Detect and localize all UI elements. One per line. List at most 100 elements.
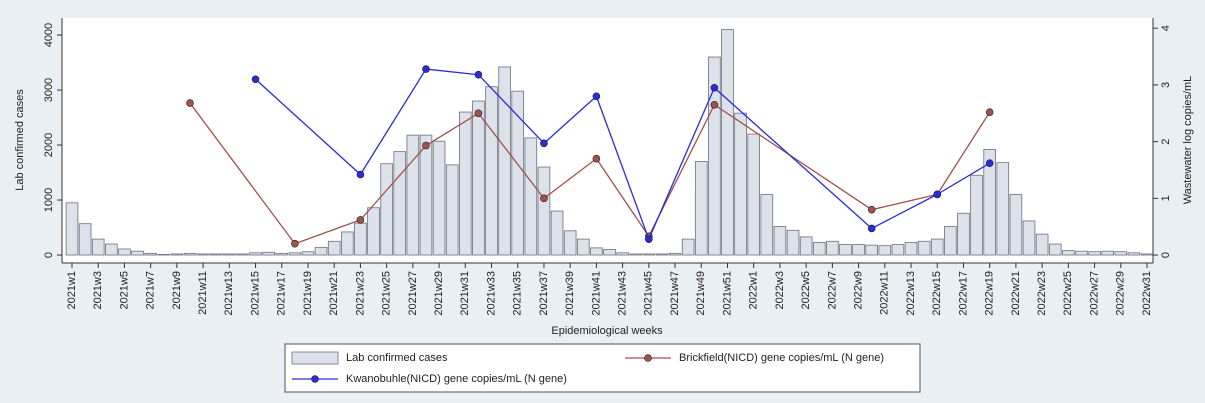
line-segment: [543, 95, 597, 144]
line-marker: [592, 92, 601, 101]
bar: [537, 166, 551, 256]
bar: [262, 251, 275, 256]
bar: [354, 222, 367, 256]
bar: [826, 240, 839, 256]
line-marker: [933, 190, 942, 199]
x-tick-label: 2021w19: [302, 271, 314, 316]
bar: [957, 212, 970, 256]
bar: [1009, 194, 1023, 256]
bar: [747, 133, 761, 256]
bar: [878, 245, 892, 256]
line-marker: [985, 108, 994, 116]
y-tick-label: 1000: [43, 188, 55, 212]
y2-tick-label: 1: [1160, 195, 1172, 201]
bar: [78, 223, 92, 256]
line-segment: [595, 158, 650, 237]
line-marker: [540, 194, 548, 203]
line-marker: [474, 109, 483, 118]
bar: [668, 252, 682, 256]
bar: [1035, 233, 1049, 256]
line-marker: [356, 216, 365, 224]
line-marker: [186, 99, 194, 107]
line-marker: [422, 65, 430, 73]
line-segment: [359, 68, 427, 175]
x-tick-label: 2022w19: [984, 271, 996, 316]
bar: [629, 253, 643, 256]
x-tick-label: 2021w47: [669, 271, 681, 316]
line-segment: [477, 112, 545, 199]
bar: [563, 230, 577, 256]
y-tick-label: 3000: [43, 78, 55, 102]
bar: [681, 238, 695, 256]
bar: [1114, 251, 1128, 256]
bar: [249, 252, 262, 256]
bar: [458, 111, 472, 256]
y2-tick-label: 2: [1160, 139, 1172, 145]
line-marker: [867, 224, 876, 233]
bar: [865, 244, 878, 256]
bar: [314, 246, 328, 256]
bar: [367, 207, 380, 256]
bar: [852, 244, 865, 256]
bar: [157, 254, 171, 256]
x-tick-label: 2022w1: [748, 271, 760, 310]
bar: [236, 253, 249, 256]
x-tick-label: 2022w27: [1088, 271, 1100, 316]
x-tick-label: 2021w5: [118, 271, 130, 310]
bar: [904, 241, 918, 256]
bar: [183, 252, 197, 256]
bar: [786, 229, 800, 256]
bar: [799, 236, 813, 256]
x-tick-label: 2022w31: [1141, 271, 1153, 316]
bar: [944, 226, 957, 256]
bar: [105, 243, 118, 256]
bar: [694, 161, 708, 256]
bar: [930, 238, 944, 256]
x-tick-label: 2022w7: [826, 271, 838, 310]
x-tick-label: 2021w51: [721, 271, 733, 316]
line-marker: [474, 70, 483, 79]
x-tick-label: 2021w31: [459, 271, 471, 316]
legend-label: Lab confirmed cases: [346, 352, 448, 364]
x-tick-label: 2021w17: [276, 271, 288, 316]
line-segment: [477, 74, 545, 144]
line-segment: [595, 96, 650, 240]
bar: [144, 252, 157, 256]
x-tick-label: 2021w1: [66, 271, 78, 310]
line-marker: [540, 139, 548, 148]
line-marker: [867, 205, 876, 214]
bar: [498, 66, 511, 256]
x-tick-label: 2021w39: [564, 271, 576, 316]
x-tick-label: 2022w11: [879, 271, 891, 315]
bar: [642, 253, 656, 256]
x-tick-label: 2021w7: [145, 271, 157, 310]
bar: [917, 240, 931, 256]
bar: [1140, 253, 1154, 256]
legend-marker: [311, 375, 319, 383]
x-tick-label: 2022w17: [957, 271, 969, 316]
bar: [996, 162, 1010, 256]
bar: [131, 250, 144, 256]
line-segment: [648, 87, 715, 240]
y-tick-label: 2000: [43, 133, 55, 157]
line-segment: [936, 111, 991, 195]
line-marker: [985, 159, 994, 167]
y2-tick-label: 0: [1160, 252, 1172, 258]
line-marker: [291, 239, 299, 248]
x-tick-label: 2021w13: [223, 271, 235, 316]
bar: [708, 56, 721, 256]
bar: [1048, 243, 1062, 256]
y-axis-title: Lab confirmed cases: [14, 89, 26, 191]
bar: [65, 202, 79, 256]
bar: [603, 249, 616, 256]
bar: [970, 174, 983, 256]
line-segment: [255, 78, 361, 176]
line-marker: [710, 83, 719, 92]
line-segment: [936, 162, 991, 195]
bar: [734, 112, 747, 256]
bar: [432, 140, 446, 256]
bar: [472, 100, 485, 256]
bar: [655, 253, 669, 256]
bar: [1075, 250, 1088, 256]
